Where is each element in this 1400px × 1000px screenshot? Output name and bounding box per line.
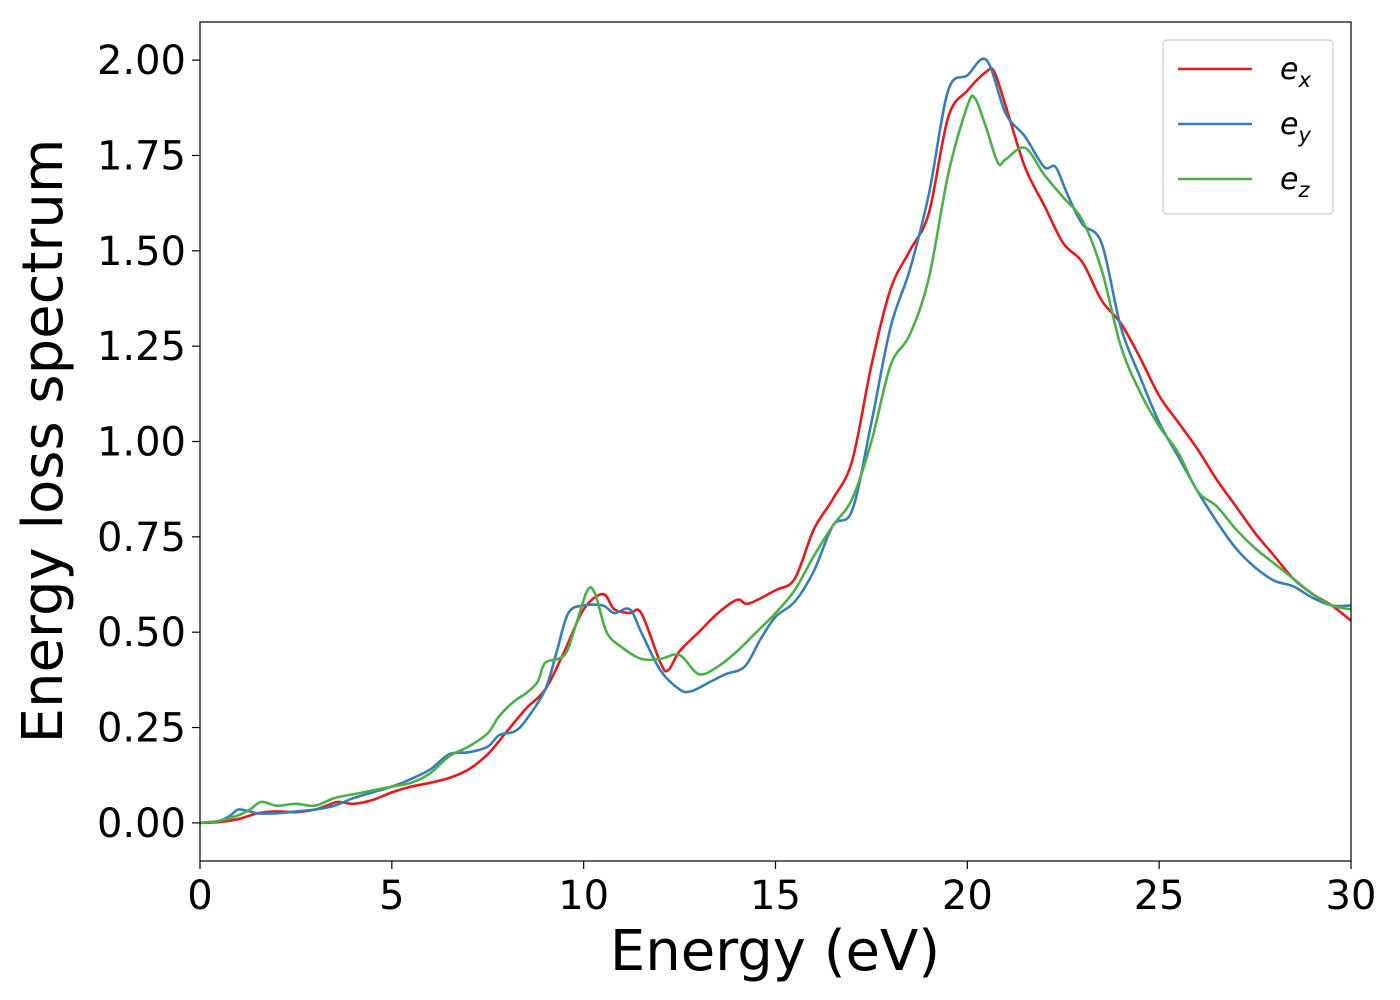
series-line-y [199,57,1352,825]
legend-label-x: ex [1280,52,1311,92]
y-tick-label: 0.50 [97,610,186,656]
y-axis: 0.00 0.25 0.50 0.75 1.00 1.25 1.50 1.75 2.00 [97,38,200,847]
x-axis-title: Energy (eV) [610,919,940,984]
y-tick-label: 1.00 [97,420,186,466]
y-axis-title: Energy loss spectrum [11,139,76,744]
y-tick-label: 1.50 [97,229,186,275]
series-line-x [199,66,1352,825]
legend-label-y: ey [1280,107,1311,147]
x-tick-label: 0 [187,873,212,919]
legend-label-z: ez [1280,162,1310,202]
y-tick-label: 0.75 [97,515,186,561]
x-tick-label: 10 [558,873,609,919]
x-tick-label: 20 [942,873,993,919]
series-layer [199,57,1352,825]
y-tick-label: 0.00 [97,801,186,847]
y-tick-label: 1.75 [97,133,186,179]
legend-box [1162,39,1334,215]
x-tick-label: 15 [750,873,801,919]
x-axis: 0 5 10 15 20 25 30 [187,861,1376,919]
x-tick-label: 30 [1326,873,1377,919]
y-tick-label: 1.25 [97,324,186,370]
x-tick-label: 25 [1134,873,1185,919]
plot-background [200,22,1351,861]
series-line-z [199,94,1352,825]
x-tick-label: 5 [379,873,404,919]
y-tick-label: 0.25 [97,706,186,752]
legend: ex ey ez [1162,39,1334,215]
y-tick-label: 2.00 [97,38,186,84]
